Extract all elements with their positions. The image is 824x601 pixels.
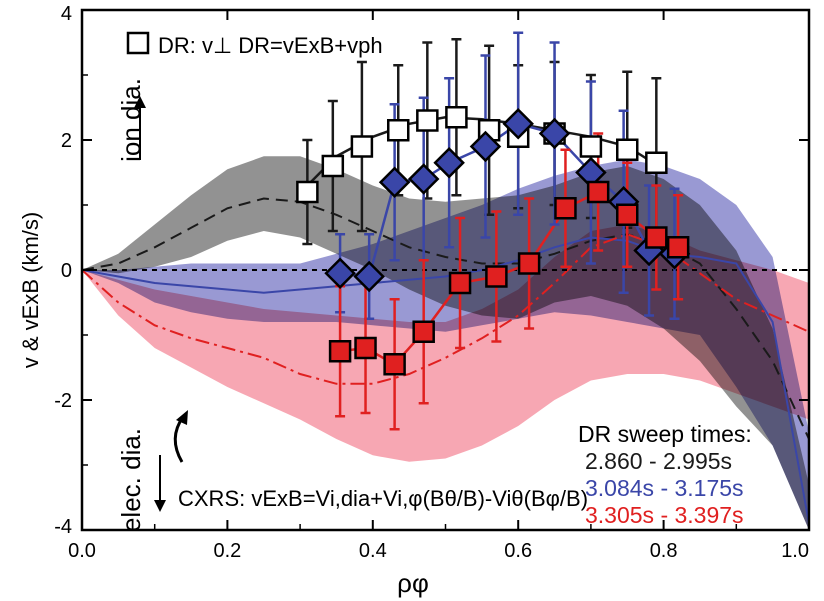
legend-entry-black: 2.860 - 2.995s — [585, 448, 732, 474]
data-point-blue — [433, 146, 465, 179]
x-axis-label: ρφ — [397, 568, 429, 598]
y-tick-label: 2 — [61, 130, 72, 152]
data-point-red — [645, 226, 668, 249]
data-point-red — [328, 340, 352, 363]
data-point-blue — [407, 163, 440, 195]
ion-arrow-icon — [134, 96, 146, 160]
x-tick-label: 0.8 — [650, 540, 678, 562]
x-tick-label: 1.0 — [781, 540, 809, 562]
legend-title: DR sweep times: — [578, 421, 752, 447]
cxrs-profile-black — [82, 197, 809, 440]
data-point-red — [616, 203, 639, 226]
elec-arrow-icon — [154, 455, 166, 512]
data-markers — [296, 106, 691, 376]
data-point-blue — [469, 130, 502, 163]
data-point-blue — [538, 117, 571, 150]
x-tick-label: 0.2 — [213, 540, 241, 562]
x-tick-label: 0.0 — [68, 540, 96, 562]
data-point-red — [586, 180, 610, 204]
data-point-red — [554, 197, 577, 220]
data-point-black — [579, 135, 603, 158]
axis-ticks: 0.0 0.2 0.4 0.6 0.8 1.0 -4 -2 0 2 4 — [54, 3, 810, 562]
cxrs-formula-annotation: CXRS: vExB=Vi,dia+Vi,φ(Bθ/B)-Viθ(Bφ/B) — [178, 486, 588, 511]
x-tick-label: 0.4 — [359, 540, 387, 562]
data-point-black — [386, 119, 410, 142]
data-point-black — [296, 180, 319, 204]
y-tick-label: -2 — [54, 390, 72, 412]
data-point-blue — [324, 257, 356, 290]
data-point-blue — [502, 107, 534, 140]
ion-dia-label: ion dia. — [116, 78, 146, 162]
data-point-black — [445, 106, 468, 129]
data-point-blue — [353, 260, 385, 293]
data-point-black — [616, 138, 639, 161]
dr-formula-annotation: DR: v⊥ DR=vExB+vph — [158, 33, 383, 58]
curved-pointer-arrow-icon — [173, 410, 188, 463]
elec-dia-label: elec. dia. — [116, 428, 146, 532]
data-point-red — [448, 271, 472, 295]
legend-entry-red: 3.305s - 3.397s — [585, 502, 744, 528]
y-tick-label: 0 — [61, 260, 72, 282]
data-point-red — [666, 236, 690, 259]
data-point-red — [383, 353, 406, 376]
data-point-red — [485, 265, 508, 288]
data-point-red — [354, 336, 377, 360]
y-tick-label: -4 — [54, 516, 72, 538]
y-axis-label: v & vExB (km/s) — [18, 212, 43, 368]
data-point-black — [350, 135, 374, 158]
data-point-red — [517, 252, 541, 275]
y-tick-label: 4 — [61, 3, 72, 25]
dr-open-square-legend-icon — [126, 31, 150, 55]
data-point-red — [412, 320, 435, 343]
cxrs-profile-red — [82, 233, 809, 385]
data-point-black — [645, 151, 668, 174]
x-tick-label: 0.6 — [504, 540, 532, 562]
data-point-black — [416, 109, 439, 132]
data-point-blue — [378, 166, 411, 199]
data-point-black — [321, 154, 345, 178]
legend-entry-blue: 3.084s - 3.175s — [585, 475, 744, 501]
